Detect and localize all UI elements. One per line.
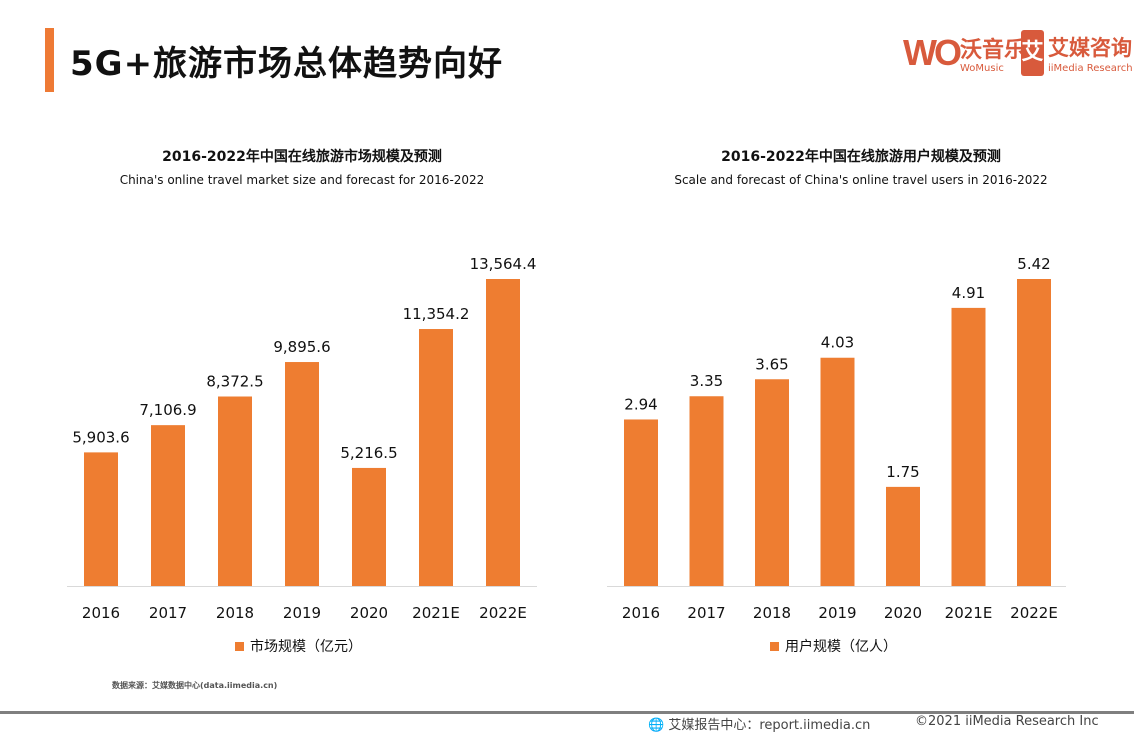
chart1-bar-2016 (84, 452, 118, 586)
chart1-bar-2019 (285, 362, 319, 586)
chart2-legend-label: 用户规模（亿人） (785, 638, 897, 655)
page-title: 5G+旅游市场总体趋势向好 (70, 44, 504, 84)
chart1-tick-label-2018: 2018 (216, 604, 254, 622)
chart2-subtitle: Scale and forecast of China's online tra… (674, 173, 1048, 187)
chart2-data-label-2016: 2.94 (624, 395, 657, 413)
chart1-data-label-2017: 7,106.9 (139, 401, 196, 419)
chart2-data-label-2021E: 4.91 (952, 284, 985, 302)
chart1-tick-label-2021E: 2021E (412, 604, 460, 622)
iimedia-logo-cn: 艾媒咨询 (1048, 36, 1132, 60)
chart1-bar-2017 (151, 425, 185, 586)
chart1-data-label-2018: 8,372.5 (206, 373, 263, 391)
chart1-legend-swatch (235, 642, 244, 651)
footer-copyright: ©2021 iiMedia Research Inc (915, 714, 1099, 729)
footer-site-text: 艾媒报告中心：report.iimedia.cn (668, 718, 871, 733)
womusic-logo-en: WoMusic (960, 63, 1004, 74)
chart2-data-label-2017: 3.35 (690, 372, 723, 390)
chart2-tick-label-2016: 2016 (622, 604, 660, 622)
chart1-data-label-2021E: 11,354.2 (403, 305, 470, 323)
chart1-tick-label-2022E: 2022E (479, 604, 527, 622)
chart2-tick-label-2018: 2018 (753, 604, 791, 622)
chart1-tick-label-2017: 2017 (149, 604, 187, 622)
chart1-data-label-2022E: 13,564.4 (470, 255, 537, 273)
chart2-bar-2017 (689, 396, 724, 586)
chart1-tick-label-2016: 2016 (82, 604, 120, 622)
chart1-bar-2018 (218, 396, 252, 586)
chart1-bar-2021E (419, 329, 453, 586)
chart1-bar-2020 (352, 467, 386, 586)
chart1-legend-label: 市场规模（亿元） (250, 638, 362, 655)
chart2-data-label-2022E: 5.42 (1017, 255, 1050, 273)
chart1-data-label-2019: 9,895.6 (273, 338, 330, 356)
chart1-title: 2016-2022年中国在线旅游市场规模及预测 (162, 149, 442, 165)
chart2-tick-label-2017: 2017 (687, 604, 725, 622)
iimedia-logo-mark: 艾 (1021, 30, 1044, 76)
chart2-data-label-2019: 4.03 (821, 334, 854, 352)
chart2-bar-2022E (1017, 279, 1051, 586)
chart2-tick-label-2021E: 2021E (945, 604, 993, 622)
chart1-tick-label-2019: 2019 (283, 604, 321, 622)
chart2-bar-2021E (951, 307, 986, 586)
womusic-logo-mark: WO (903, 32, 962, 73)
iimedia-logo-en: iiMedia Research (1048, 63, 1133, 74)
chart2-tick-label-2022E: 2022E (1010, 604, 1058, 622)
chart1-data-label-2016: 5,903.6 (72, 428, 129, 446)
chart1-data-label-2020: 5,216.5 (340, 444, 397, 462)
footer-divider (0, 711, 1134, 714)
footer-report-link[interactable]: 🌐 艾媒报告中心：report.iimedia.cn (648, 714, 870, 733)
chart2-bar-2020 (886, 486, 920, 586)
chart2-data-label-2018: 3.65 (755, 355, 788, 373)
womusic-logo-cn: 沃音乐 (960, 38, 1027, 63)
chart2-bar-2018 (755, 379, 789, 586)
chart2-legend-swatch (770, 642, 779, 651)
chart2-bar-2019 (820, 357, 855, 586)
data-source: 数据来源：艾媒数据中心(data.iimedia.cn) (112, 681, 278, 690)
title-accent-bar (45, 28, 54, 92)
chart2-data-label-2020: 1.75 (886, 463, 919, 481)
chart2-tick-label-2020: 2020 (884, 604, 922, 622)
globe-icon: 🌐 (648, 718, 665, 733)
chart1-tick-label-2020: 2020 (350, 604, 388, 622)
chart2-bar-2016 (624, 419, 658, 586)
chart2-tick-label-2019: 2019 (818, 604, 856, 622)
chart2-title: 2016-2022年中国在线旅游用户规模及预测 (721, 149, 1001, 165)
chart1-bar-2022E (486, 279, 520, 586)
chart1-subtitle: China's online travel market size and fo… (119, 173, 485, 187)
